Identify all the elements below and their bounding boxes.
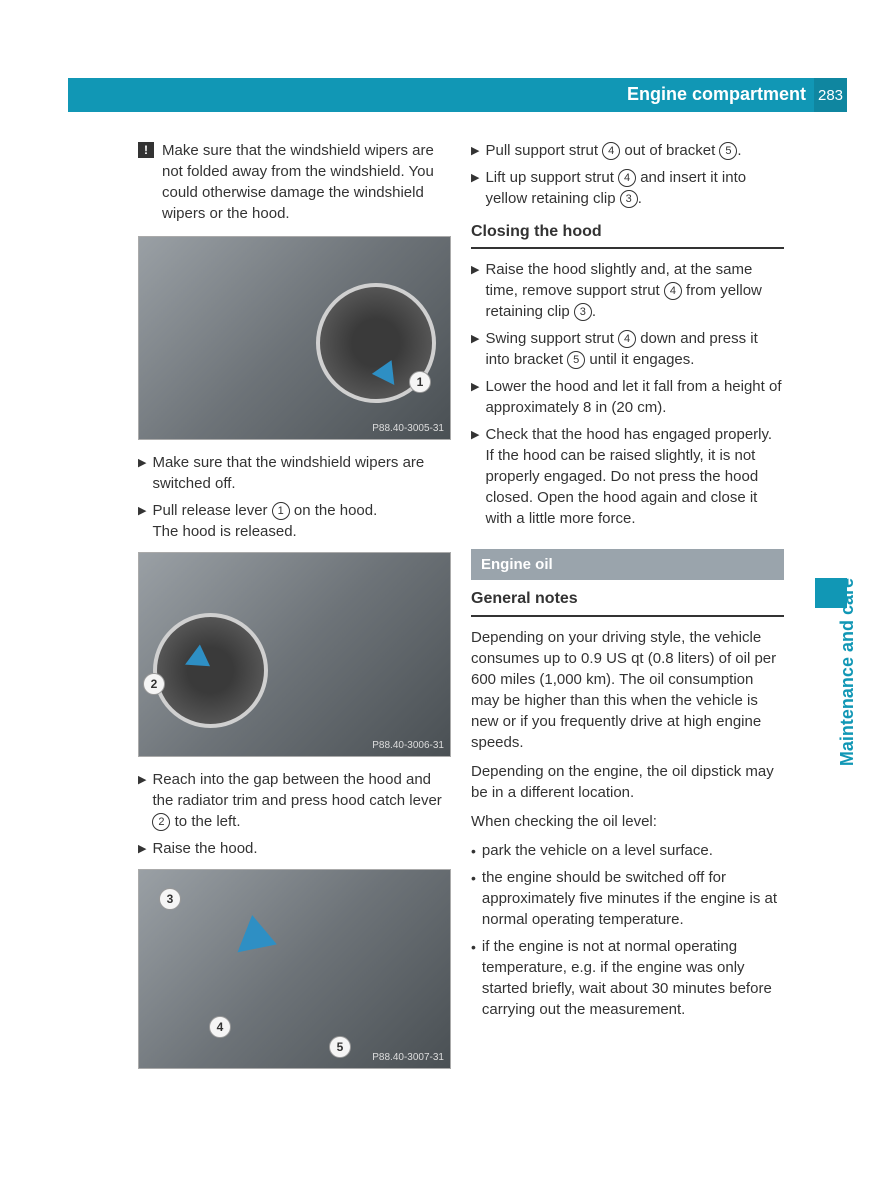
bullet-icon: • [471, 869, 476, 930]
bullet-icon: • [471, 842, 476, 862]
step-text: Raise the hood slightly and, at the same… [485, 259, 784, 322]
step-arrow-icon: ▶ [471, 332, 479, 370]
step-arrow-icon: ▶ [471, 263, 479, 322]
step-text: Lower the hood and let it fall from a he… [485, 376, 784, 418]
step-text: Make sure that the windshield wipers are… [152, 452, 451, 494]
paragraph: Depending on your driving style, the veh… [471, 627, 784, 753]
paragraph: Depending on the engine, the oil dipstic… [471, 761, 784, 803]
step-arrow-icon: ▶ [138, 456, 146, 494]
figure-2-label: P88.40-3006-31 [372, 739, 444, 753]
step-item: ▶ Lower the hood and let it fall from a … [471, 376, 784, 418]
step-text: Reach into the gap between the hood and … [152, 769, 451, 832]
bullet-text: the engine should be switched off for ap… [482, 867, 784, 930]
step-text: Raise the hood. [152, 838, 451, 859]
warning-icon: ! [138, 142, 154, 158]
warning-note: ! Make sure that the windshield wipers a… [138, 140, 451, 224]
general-notes-heading: General notes [471, 588, 784, 616]
step-item: ▶ Check that the hood has engaged proper… [471, 424, 784, 529]
callout-3: 3 [159, 888, 181, 910]
step-arrow-icon: ▶ [471, 171, 479, 209]
bullet-text: park the vehicle on a level surface. [482, 840, 784, 862]
left-column: ! Make sure that the windshield wipers a… [138, 140, 451, 1081]
callout-2: 2 [143, 673, 165, 695]
figure-2: 2 P88.40-3006-31 [138, 552, 451, 757]
step-item: ▶ Raise the hood slightly and, at the sa… [471, 259, 784, 322]
bullet-item: • if the engine is not at normal operati… [471, 936, 784, 1020]
step-item: ▶ Make sure that the windshield wipers a… [138, 452, 451, 494]
step-item: ▶ Pull release lever 1 on the hood.The h… [138, 500, 451, 542]
warning-text: Make sure that the windshield wipers are… [162, 140, 451, 224]
step-arrow-icon: ▶ [138, 504, 146, 542]
step-item: ▶ Reach into the gap between the hood an… [138, 769, 451, 832]
step-text: Swing support strut 4 down and press it … [485, 328, 784, 370]
step-text: Pull support strut 4 out of bracket 5. [485, 140, 784, 161]
step-item: ▶ Raise the hood. [138, 838, 451, 859]
page-number: 283 [814, 78, 847, 112]
figure-1: 1 P88.40-3005-31 [138, 236, 451, 440]
engine-oil-heading: Engine oil [471, 549, 784, 580]
step-arrow-icon: ▶ [138, 842, 146, 859]
bullet-item: • the engine should be switched off for … [471, 867, 784, 930]
figure-1-label: P88.40-3005-31 [372, 422, 444, 436]
header-bar: Engine compartment [68, 78, 816, 112]
step-text: Lift up support strut 4 and insert it in… [485, 167, 784, 209]
bullet-item: • park the vehicle on a level surface. [471, 840, 784, 862]
step-item: ▶ Lift up support strut 4 and insert it … [471, 167, 784, 209]
side-tab-indicator [815, 578, 847, 608]
step-arrow-icon: ▶ [471, 428, 479, 529]
closing-hood-heading: Closing the hood [471, 221, 784, 249]
step-item: ▶ Pull support strut 4 out of bracket 5. [471, 140, 784, 161]
callout-5: 5 [329, 1036, 351, 1058]
bullet-text: if the engine is not at normal operating… [482, 936, 784, 1020]
figure-3-label: P88.40-3007-31 [372, 1051, 444, 1065]
paragraph: When checking the oil level: [471, 811, 784, 832]
right-column: ▶ Pull support strut 4 out of bracket 5.… [471, 140, 784, 1081]
callout-4: 4 [209, 1016, 231, 1038]
content-area: ! Make sure that the windshield wipers a… [138, 140, 784, 1081]
step-item: ▶ Swing support strut 4 down and press i… [471, 328, 784, 370]
header-title: Engine compartment [627, 82, 806, 107]
callout-1: 1 [409, 371, 431, 393]
step-arrow-icon: ▶ [138, 773, 146, 832]
bullet-icon: • [471, 938, 476, 1020]
step-arrow-icon: ▶ [471, 144, 479, 161]
figure-3: 3 4 5 P88.40-3007-31 [138, 869, 451, 1069]
step-text: Check that the hood has engaged properly… [485, 424, 784, 529]
step-text: Pull release lever 1 on the hood.The hoo… [152, 500, 451, 542]
step-arrow-icon: ▶ [471, 380, 479, 418]
